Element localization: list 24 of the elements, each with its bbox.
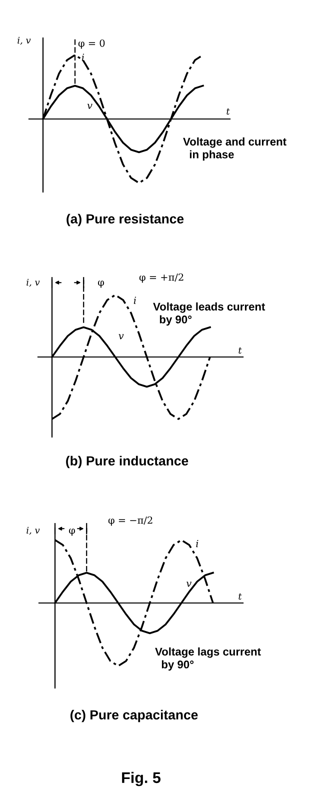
- series-label: i: [196, 540, 198, 548]
- series-label: v: [118, 334, 124, 340]
- series-label: i: [134, 296, 136, 304]
- text: φ: [69, 528, 75, 536]
- x-axis-title: t: [226, 108, 230, 115]
- text: (a) Pure resistance: [66, 214, 184, 226]
- text: φ = +π/2: [139, 273, 184, 283]
- annotation: Voltage leads current by 90°: [153, 302, 266, 326]
- annotation: Voltage lags current by 90°: [155, 647, 261, 671]
- text: φ = −π/2: [108, 516, 152, 526]
- text: φ = 0: [78, 39, 105, 49]
- annotation: Voltage and current in phase: [183, 137, 286, 161]
- series-label: v: [87, 104, 92, 109]
- text: (b) Pure inductance: [66, 456, 188, 468]
- caption: Fig. 5: [122, 772, 161, 786]
- y-axis-title: i, v: [26, 526, 40, 535]
- x-axis-title: t: [238, 593, 242, 600]
- x-axis-title: t: [238, 347, 242, 354]
- text: (c) Pure capacitance: [70, 710, 198, 722]
- series-label: i: [82, 54, 84, 61]
- y-axis-title: i, v: [18, 36, 31, 45]
- series-label: v: [186, 582, 192, 587]
- y-axis-title: i, v: [26, 278, 40, 287]
- text: φ: [98, 280, 104, 288]
